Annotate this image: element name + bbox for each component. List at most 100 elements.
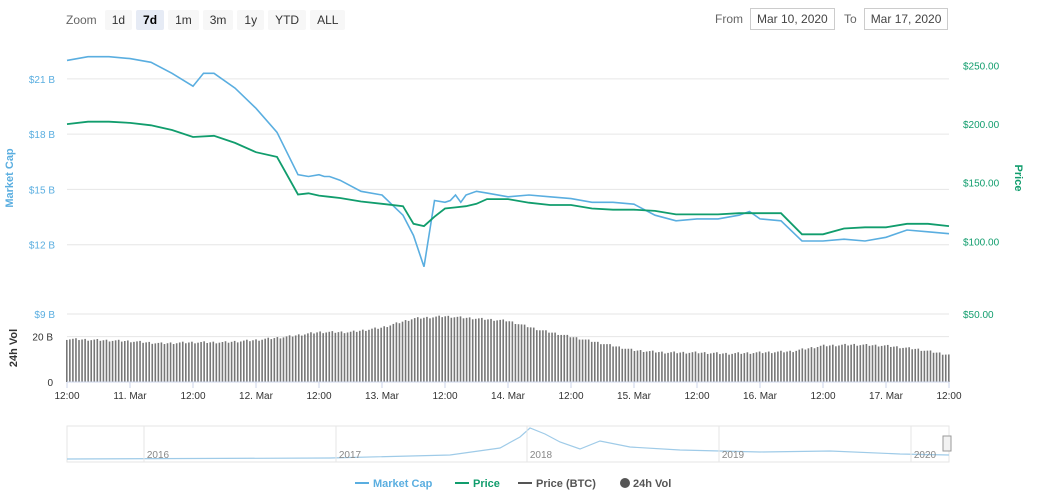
volume-bar <box>481 317 483 382</box>
volume-bar <box>420 318 422 382</box>
volume-bar <box>673 351 675 382</box>
zoom-1d-button[interactable]: 1d <box>104 10 133 30</box>
zoom-1m-button[interactable]: 1m <box>168 10 199 30</box>
volume-bar <box>548 332 550 382</box>
volume-bar <box>133 341 135 382</box>
volume-bar <box>307 333 309 382</box>
navigator[interactable]: 2016 2017 2018 2019 2020 <box>66 425 952 463</box>
volume-bar <box>212 341 215 382</box>
volume-bar <box>749 353 752 382</box>
volume-bars <box>66 315 950 382</box>
navigator-year-label: 2016 <box>147 450 170 461</box>
volume-bar <box>453 317 456 382</box>
volume-bar <box>938 352 941 382</box>
legend: Market Cap Price Price (BTC) 24h Vol <box>355 478 671 490</box>
volume-bar <box>258 340 260 382</box>
volume-bar <box>349 331 352 382</box>
volume-bar <box>105 339 108 382</box>
volume-bar <box>325 332 328 382</box>
volume-bar <box>478 318 480 382</box>
navigator-handle[interactable] <box>942 435 952 452</box>
volume-bar <box>566 334 569 382</box>
volume-bar <box>300 335 303 382</box>
range-to-input[interactable]: Mar 17, 2020 <box>863 8 949 30</box>
zoom-1y-button[interactable]: 1y <box>237 10 265 30</box>
volume-bar <box>243 340 245 382</box>
volume-bar <box>651 350 654 382</box>
volume-bar <box>178 342 181 382</box>
volume-bar <box>227 342 230 382</box>
navigator-line <box>66 427 950 460</box>
volume-bar <box>600 344 602 382</box>
volume-bar <box>746 352 749 382</box>
volume-bar <box>899 348 901 382</box>
legend-item-label: Price <box>473 478 500 490</box>
volume-bar <box>365 330 367 382</box>
volume-bar <box>426 316 428 382</box>
volume-bar <box>859 345 862 382</box>
volume-bar <box>487 319 489 382</box>
volume-bar <box>560 334 563 382</box>
volume-bar <box>618 346 620 382</box>
volume-bar <box>856 345 859 382</box>
volume-bar <box>197 342 199 382</box>
volume-bar <box>288 335 291 382</box>
volume-bar <box>185 343 187 382</box>
volume-bar <box>203 341 205 382</box>
volume-bar <box>648 351 651 382</box>
zoom-all-button[interactable]: ALL <box>310 10 346 30</box>
navigator-year-label: 2018 <box>530 450 553 461</box>
volume-bar <box>169 342 172 382</box>
range-from-input[interactable]: Mar 10, 2020 <box>750 8 835 30</box>
volume-bar <box>532 327 535 382</box>
volume-bar <box>444 316 447 382</box>
volume-bar <box>731 353 733 382</box>
volume-bar <box>706 353 709 382</box>
zoom-7d-button[interactable]: 7d <box>136 10 165 30</box>
volume-bar <box>517 324 520 382</box>
right-tick-label: $100.00 <box>963 237 1000 248</box>
volume-bar <box>282 337 285 382</box>
zoom-3m-button[interactable]: 3m <box>202 10 234 30</box>
volume-bar <box>358 330 361 382</box>
volume-bar <box>145 342 147 382</box>
volume-bar <box>535 330 538 382</box>
volume-bar <box>584 339 587 382</box>
volume-bar <box>218 342 221 382</box>
volume-bar <box>114 340 117 382</box>
volume-bar <box>761 353 764 382</box>
volume-bar <box>850 344 852 382</box>
volume-bar <box>435 316 437 382</box>
zoom-ytd-button[interactable]: YTD <box>268 10 307 30</box>
range-to: To Mar 17, 2020 <box>844 8 949 30</box>
volume-bar <box>841 344 843 382</box>
x-tick-label: 12:00 <box>684 391 709 402</box>
left-axis-title: Market Cap <box>4 148 16 208</box>
left-tick-label: $15 B <box>29 185 55 196</box>
volume-bar <box>157 342 160 382</box>
volume-bar <box>767 351 770 382</box>
navigator-year-label: 2020 <box>914 450 937 461</box>
axes: Market Cap Price 24h Vol $21 B $18 B $15 B… <box>4 61 1024 402</box>
volume-bar <box>557 334 559 382</box>
volume-bar <box>130 342 132 382</box>
left-tick-label: $9 B <box>34 310 55 321</box>
volume-bar <box>154 343 157 382</box>
volume-bar <box>355 331 358 382</box>
volume-bar <box>413 318 416 382</box>
grid-lines <box>67 78 949 383</box>
volume-bar <box>948 354 950 382</box>
volume-bar <box>847 345 849 382</box>
volume-bar <box>206 343 208 382</box>
right-tick-label: $150.00 <box>963 179 1000 190</box>
volume-bar <box>407 320 410 382</box>
volume-bar <box>569 337 572 382</box>
volume-bar <box>902 347 904 382</box>
volume-bar <box>108 341 111 382</box>
volume-bar <box>127 340 129 382</box>
volume-bar <box>868 345 871 382</box>
volume-bar <box>682 351 685 382</box>
volume-bar <box>99 340 102 382</box>
range-from: From Mar 10, 2020 <box>715 8 835 30</box>
volume-bar <box>191 341 193 382</box>
